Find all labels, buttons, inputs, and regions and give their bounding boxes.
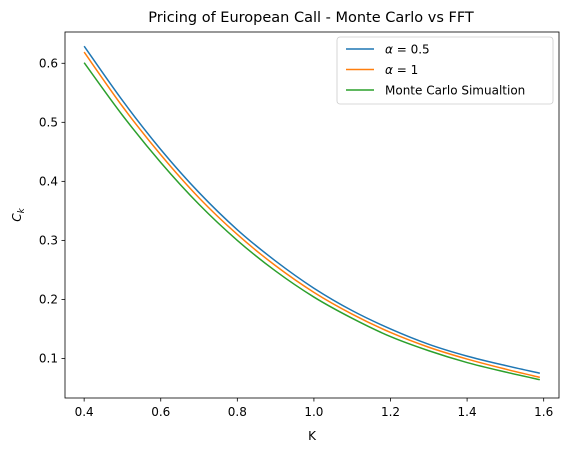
x-tick-label: 1.4 [458,405,477,419]
x-tick-label: 1.6 [534,405,553,419]
x-axis: 0.4 0.6 0.8 1.0 1.2 1.4 1.6 [75,398,553,419]
x-axis-title: K [308,429,317,443]
y-tick-label: 0.6 [39,56,58,70]
legend-alpha-value: = 1 [393,63,418,77]
plot-frame [64,31,560,399]
y-tick-label: 0.3 [39,233,58,247]
y-tick-label: 0.1 [39,351,58,365]
y-axis-title-main: C [10,213,24,222]
legend-alpha-symbol: α [385,63,393,77]
y-tick-label: 0.5 [39,115,58,129]
legend-label-1: α = 0.5 [385,43,430,57]
x-tick-label: 1.0 [304,405,323,419]
legend-alpha-symbol: α [385,43,393,57]
plot-area [64,31,560,399]
legend-box [336,36,554,105]
y-tick-label: 0.4 [39,174,58,188]
series-line-2 [83,51,541,379]
y-axis-title-subscript: k [17,207,27,213]
y-axis: 0.1 0.2 0.3 0.4 0.5 0.6 [39,56,65,365]
chart-title: Pricing of European Call - Monte Carlo v… [148,10,474,26]
legend-label-3: Monte Carlo Simualtion [385,84,525,98]
series-line-3 [83,62,541,381]
x-tick-label: 0.6 [151,405,170,419]
y-tick-label: 0.2 [39,292,58,306]
x-tick-label: 1.2 [381,405,400,419]
y-axis-title: Ck [10,207,27,221]
x-tick-label: 0.8 [228,405,247,419]
x-tick-label: 0.4 [75,405,94,419]
legend-label-2: α = 1 [385,63,418,77]
series-line-1 [83,45,541,374]
legend-alpha-value: = 0.5 [393,43,430,57]
series-lines [83,45,541,381]
